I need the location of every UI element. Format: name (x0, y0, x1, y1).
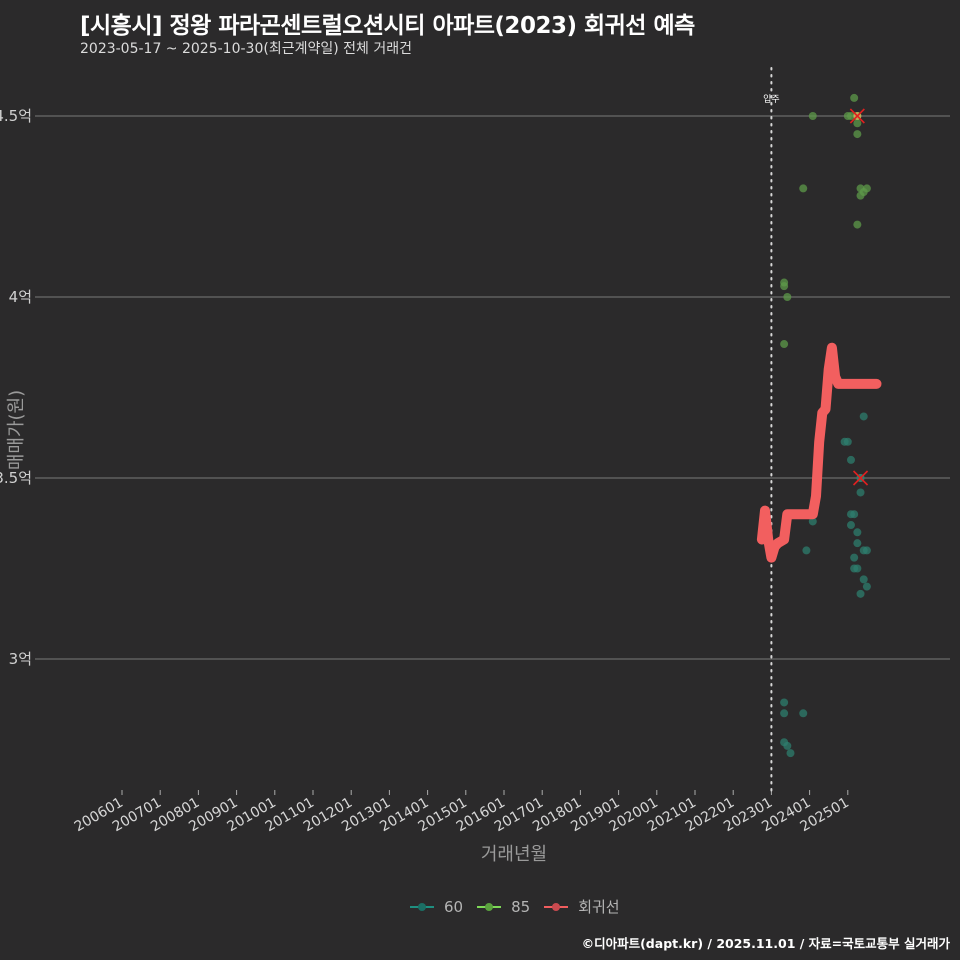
data-point-60 (786, 749, 795, 758)
data-point-85 (850, 93, 859, 102)
chart-subtitle: 2023-05-17 ~ 2025-10-30(최근계약일) 전체 거래건 (80, 41, 412, 57)
legend-key-60-icon (410, 900, 434, 914)
legend-key-85-icon (477, 900, 502, 914)
data-point-85 (862, 184, 871, 193)
data-point-60 (799, 709, 808, 718)
data-point-85 (846, 112, 855, 120)
y-tick-label: 3.5억 (0, 469, 32, 487)
y-tick-label: 4.5억 (0, 107, 32, 125)
legend-label: 85 (511, 897, 531, 916)
data-point-60 (850, 553, 859, 562)
data-point-60 (846, 455, 855, 464)
series-85-points (780, 93, 871, 349)
data-point-60 (780, 698, 789, 707)
data-point-60 (843, 437, 852, 446)
data-point-85 (780, 282, 789, 291)
y-tick-label: 4억 (9, 288, 32, 306)
data-point-60 (853, 564, 862, 573)
data-point-60 (802, 546, 811, 555)
highlight-markers (849, 108, 869, 486)
chart-title: [시흥시] 정왕 파라곤센트럴오션시티 아파트(2023) 회귀선 예측 (80, 13, 695, 39)
data-point-60 (850, 510, 859, 519)
legend-label: 회귀선 (578, 898, 620, 916)
data-point-85 (783, 293, 792, 301)
y-axis-ticks: 3억 3.5억 4억 4.5억 (0, 107, 40, 668)
series-60-points (780, 412, 871, 758)
y-axis-label: 매매가(원) (6, 390, 27, 470)
annotation-label: 입주 (763, 93, 780, 105)
data-point-85 (799, 184, 808, 193)
data-point-85 (853, 130, 862, 139)
legend: 60 85 회귀선 (410, 896, 626, 917)
source-credit: ©디아파트(dapt.kr) / 2025.11.01 / 자료=국토교통부 실… (581, 936, 950, 951)
data-point-60 (862, 546, 871, 555)
data-point-60 (862, 582, 871, 591)
legend-key-regression-icon (544, 900, 569, 914)
data-point-60 (859, 412, 868, 421)
legend-item-85: 85 (477, 898, 530, 916)
regression-path (756, 342, 882, 563)
data-point-60 (783, 741, 792, 750)
data-point-85 (853, 220, 862, 229)
data-point-60 (853, 528, 862, 537)
data-point-60 (780, 709, 789, 718)
move-in-annotation: 입주 (763, 67, 780, 793)
data-point-60 (859, 575, 868, 584)
x-axis-label: 거래년월 (481, 844, 547, 865)
legend-item-regression: 회귀선 (544, 896, 620, 917)
y-tick-label: 3억 (9, 650, 32, 668)
data-point-85 (853, 119, 862, 128)
data-point-85 (780, 340, 789, 349)
legend-label: 60 (444, 897, 464, 916)
data-point-60 (853, 539, 862, 548)
data-point-60 (856, 589, 865, 598)
data-point-85 (808, 112, 817, 120)
data-point-60 (846, 521, 855, 530)
gridlines (40, 115, 950, 660)
data-point-60 (856, 488, 865, 497)
legend-item-60: 60 (410, 898, 463, 916)
regression-line (756, 342, 882, 563)
data-point-60 (808, 517, 817, 526)
x-axis-ticks: 2006012007012008012009012010012011012012… (72, 790, 852, 835)
